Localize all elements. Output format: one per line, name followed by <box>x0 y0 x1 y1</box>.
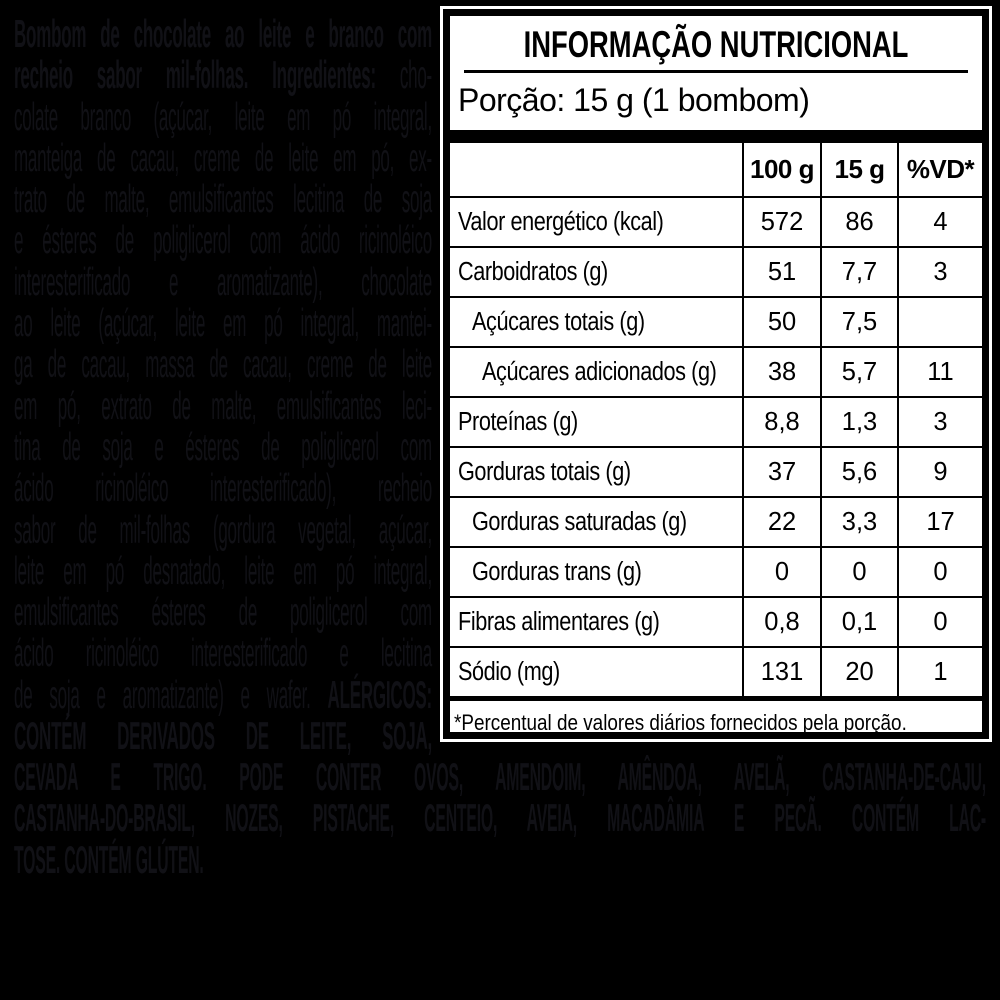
nutrient-row: Sódio (mg) 131 20 1 <box>450 646 982 696</box>
value-15g: 0,1 <box>820 596 898 647</box>
nutrient-row: Gorduras trans (g) 0 0 0 <box>450 546 982 597</box>
col-header-vd: %VD* <box>897 143 982 198</box>
value-100g: 0 <box>742 546 821 597</box>
thick-divider <box>450 130 982 143</box>
ingredients-line: colate branco (açúcar, leite em pó integ… <box>14 95 432 139</box>
nutrient-label: Gorduras saturadas (g) <box>450 496 743 547</box>
ingredients-line: e ésteres de poliglicerol com ácido rici… <box>14 219 432 263</box>
ingredients-paragraph: Bombom de chocolate ao leite e branco co… <box>14 14 432 757</box>
nutrient-label: Valor energético (kcal) <box>458 207 664 236</box>
ingredients-line: ácido ricinoléico interesterificado e le… <box>14 632 432 676</box>
value-vd: 11 <box>897 346 982 397</box>
value-15g: 86 <box>820 197 898 247</box>
ingredients-line: ga de cacau, massa de cacau, creme de le… <box>14 343 432 387</box>
value-15g: 7,7 <box>820 246 898 297</box>
nutrition-table: 100 g 15 g %VD* Valor energético (kcal) 5… <box>450 143 982 696</box>
ingredients-line: emulsificantes ésteres de poliglicerol c… <box>14 591 432 635</box>
ingredients-line: de soja e aromatizante) e wafer. ALÉRGIC… <box>14 673 432 717</box>
nutrient-label: Gorduras totais (g) <box>450 446 743 497</box>
nutrient-row: Gorduras totais (g) 37 5,6 9 <box>450 446 982 497</box>
value-100g: 37 <box>742 446 821 497</box>
ingredients-line: leite em pó desnatado, leite em pó integ… <box>14 549 432 593</box>
value-15g: 5,7 <box>820 346 898 397</box>
value-100g: 51 <box>742 246 821 297</box>
ingredients-line: manteiga de cacau, creme de leite em pó,… <box>14 136 432 180</box>
value-100g: 22 <box>742 496 821 547</box>
allergen-line: TOSE. CONTÉM GLÚTEN. <box>14 838 204 882</box>
value-15g: 1,3 <box>820 396 898 447</box>
serving-size: Porção: 15 g (1 bombom) <box>458 82 810 118</box>
footnote-text: *Percentual de valores diários fornecido… <box>454 710 907 735</box>
nutrient-row: Valor energético (kcal) 572 86 4 <box>450 197 982 247</box>
nutrient-row: Proteínas (g) 8,8 1,3 3 <box>450 396 982 447</box>
allergen-line: CEVADA E TRIGO. PODE CONTER OVOS, AMENDO… <box>14 756 986 799</box>
value-100g: 0,8 <box>742 596 821 647</box>
col-header-empty <box>450 143 743 198</box>
ingredients-line: tina de soja e ésteres de poliglicerol c… <box>14 425 432 469</box>
col-header-100g: 100 g <box>742 143 821 198</box>
value-15g: 7,5 <box>820 296 898 347</box>
nutrient-label: Gorduras trans (g) <box>450 546 743 597</box>
value-100g: 131 <box>742 646 821 696</box>
allergen-paragraph: CEVADA E TRIGO. PODE CONTER OVOS, AMENDO… <box>14 757 986 881</box>
ingredients-line: sabor de mil-folhas (gordura vegetal, aç… <box>14 508 432 552</box>
value-100g: 8,8 <box>742 396 821 447</box>
ingredients-line: em pó, extrato de malte, emulsificantes … <box>14 384 432 428</box>
value-vd: 9 <box>897 446 982 497</box>
nutrient-row: Gorduras saturadas (g) 22 3,3 17 <box>450 496 982 547</box>
value-vd: 3 <box>897 246 982 297</box>
ingredients-line: trato de malte, emulsificantes lecitina … <box>14 178 432 222</box>
nutrient-row: Fibras alimentares (g) 0,8 0,1 0 <box>450 596 982 647</box>
value-15g: 20 <box>820 646 898 696</box>
value-vd: 0 <box>897 546 982 597</box>
ingredients-line: Bombom de chocolate ao leite e branco co… <box>14 13 432 56</box>
allergen-line: CASTANHA-DO-BRASIL, NOZES, PISTACHE, CEN… <box>14 797 986 841</box>
ingredients-line: ao leite (açúcar, leite em pó integral, … <box>14 302 432 346</box>
value-15g: 0 <box>820 546 898 597</box>
nutrient-label: Carboidratos (g) <box>450 246 743 297</box>
value-100g: 38 <box>742 346 821 397</box>
value-100g: 572 <box>742 197 821 247</box>
nutrition-title-text: INFORMAÇÃO NUTRICIONAL <box>523 24 909 65</box>
nutrition-title: INFORMAÇÃO NUTRICIONAL <box>450 23 982 66</box>
nutrient-row: Carboidratos (g) 51 7,7 3 <box>450 246 982 297</box>
value-vd: 0 <box>897 596 982 647</box>
value-15g: 3,3 <box>820 496 898 547</box>
nutrient-label: Açúcares totais (g) <box>450 296 743 347</box>
ingredients-line: recheio sabor mil-folhas. Ingredientes: … <box>14 54 432 98</box>
ingredients-line: ácido ricinoléico interesterificado), re… <box>14 467 432 511</box>
ingredients-line: CONTÉM DERIVADOS DE LEITE, SOJA, <box>14 715 432 759</box>
value-100g: 50 <box>742 296 821 347</box>
value-vd: 3 <box>897 396 982 447</box>
ingredients-line: interesterificado e aromatizante), choco… <box>14 260 432 304</box>
nutrient-label: Sódio (mg) <box>450 646 743 696</box>
title-divider <box>464 70 968 73</box>
value-vd: 17 <box>897 496 982 547</box>
value-vd: 4 <box>897 197 982 247</box>
nutrient-label: Fibras alimentares (g) <box>450 596 743 647</box>
footnote: *Percentual de valores diários fornecido… <box>450 696 982 735</box>
nutrition-facts-border: INFORMAÇÃO NUTRICIONAL Porção: 15 g (1 b… <box>443 9 989 739</box>
value-15g: 5,6 <box>820 446 898 497</box>
value-vd <box>897 296 982 347</box>
nutrient-label: Açúcares adicionados (g) <box>450 346 743 397</box>
table-header-row: 100 g 15 g %VD* <box>450 143 982 198</box>
value-vd: 1 <box>897 646 982 696</box>
nutrition-facts-panel: INFORMAÇÃO NUTRICIONAL Porção: 15 g (1 b… <box>440 6 992 742</box>
nutrient-row: Açúcares adicionados (g) 38 5,7 11 <box>450 346 982 397</box>
nutrient-label: Proteínas (g) <box>450 396 743 447</box>
nutrient-row: Açúcares totais (g) 50 7,5 <box>450 296 982 347</box>
col-header-15g: 15 g <box>820 143 898 198</box>
